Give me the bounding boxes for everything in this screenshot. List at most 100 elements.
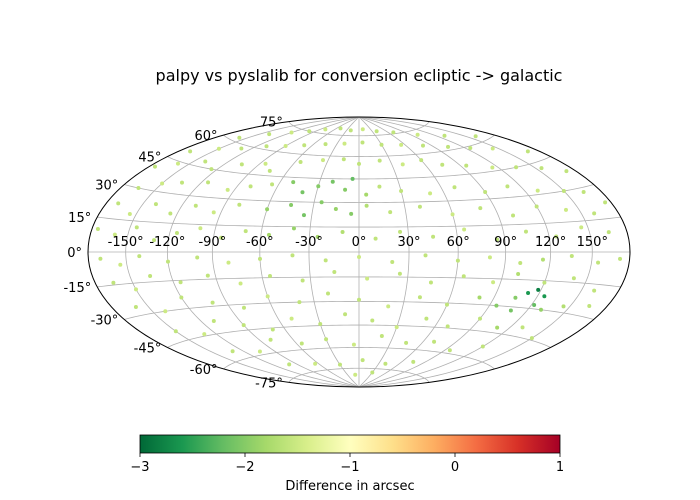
data-point (299, 341, 304, 346)
data-point (330, 179, 335, 184)
data-point (452, 185, 457, 190)
data-point (291, 180, 296, 185)
data-point (210, 300, 215, 305)
data-point (420, 143, 425, 148)
data-point (230, 349, 235, 354)
data-point (494, 303, 499, 308)
data-point (300, 190, 305, 195)
data-point (316, 184, 321, 189)
data-point (178, 280, 183, 285)
data-point (211, 318, 216, 323)
data-point (511, 213, 516, 218)
data-point (394, 325, 399, 330)
data-point (168, 211, 173, 216)
data-point (390, 260, 395, 265)
data-point (342, 141, 347, 146)
longitude-tick-label: 150° (577, 235, 608, 250)
data-point (373, 236, 378, 241)
colorbar-tick-label: −3 (130, 460, 149, 475)
data-point (267, 132, 272, 137)
data-point (289, 130, 294, 135)
data-point (173, 329, 178, 334)
data-point (174, 231, 179, 236)
data-point (270, 327, 275, 332)
longitude-tick-label: -60° (246, 235, 274, 250)
data-point (323, 142, 328, 147)
data-point (534, 204, 539, 209)
data-point (417, 204, 422, 209)
scatter-points (95, 126, 623, 377)
data-point (163, 309, 168, 314)
data-point (473, 134, 478, 139)
data-point (239, 162, 244, 167)
data-point (370, 370, 375, 375)
data-point (377, 158, 382, 163)
data-point (587, 303, 592, 308)
data-point (397, 271, 402, 276)
data-point (490, 165, 495, 170)
longitude-tick-label: 120° (535, 235, 566, 250)
data-point (581, 189, 586, 194)
data-point (444, 302, 449, 307)
data-point (111, 280, 116, 285)
data-point (561, 304, 566, 309)
data-point (241, 305, 246, 310)
data-point (263, 161, 268, 166)
latitude-tick-label: 15° (68, 211, 91, 226)
parallel-line (124, 184, 594, 203)
data-point (539, 166, 544, 171)
parallel-line (223, 134, 495, 157)
data-point (133, 305, 138, 310)
data-point (432, 339, 437, 344)
latitude-tick-label: 0° (67, 246, 82, 261)
data-point (338, 126, 343, 131)
data-point (450, 212, 455, 217)
latitude-tick-label: 60° (194, 129, 217, 144)
data-point (290, 253, 295, 258)
latitude-tick-label: -45° (134, 341, 162, 356)
data-point (343, 187, 348, 192)
data-point (302, 143, 307, 148)
data-point (350, 176, 355, 181)
data-point (477, 295, 482, 300)
data-point (579, 225, 584, 230)
data-point (592, 211, 597, 216)
data-point (514, 165, 519, 170)
data-point (205, 273, 210, 278)
data-point (365, 276, 370, 281)
data-point (257, 256, 262, 261)
data-point (618, 256, 623, 261)
longitude-tick-label: -150° (108, 235, 144, 250)
longitude-tick-labels: -150° -120° -90° -60° -30° 0° 30° 60° 90° 120° 150… (108, 235, 608, 250)
data-point (461, 274, 466, 279)
data-point (225, 187, 230, 192)
data-point (535, 188, 540, 193)
latitude-tick-label: -60° (190, 363, 218, 378)
graticule (88, 116, 630, 388)
data-point (136, 186, 141, 191)
data-point (248, 184, 253, 189)
data-point (175, 161, 180, 166)
data-point (266, 232, 271, 237)
data-point (243, 229, 248, 234)
longitude-tick-label: 90° (494, 235, 517, 250)
longitude-tick-label: 0° (352, 235, 367, 250)
data-point (523, 229, 528, 234)
parallel-line (288, 121, 430, 137)
data-point (364, 192, 369, 197)
data-point (343, 312, 348, 317)
data-point (160, 181, 165, 186)
colorbar-tick-label: −2 (235, 460, 254, 475)
data-point (592, 288, 597, 293)
data-point (417, 295, 422, 300)
data-point (153, 202, 158, 207)
data-point (428, 191, 433, 196)
data-point (315, 234, 320, 239)
data-point (152, 164, 157, 169)
data-point (513, 295, 518, 300)
latitude-tick-label: -30° (91, 314, 119, 329)
data-point (478, 316, 483, 321)
data-point (257, 349, 262, 354)
colorbar-ticks: −3 −2 −1 0 1 (130, 453, 564, 475)
data-point (383, 361, 388, 366)
